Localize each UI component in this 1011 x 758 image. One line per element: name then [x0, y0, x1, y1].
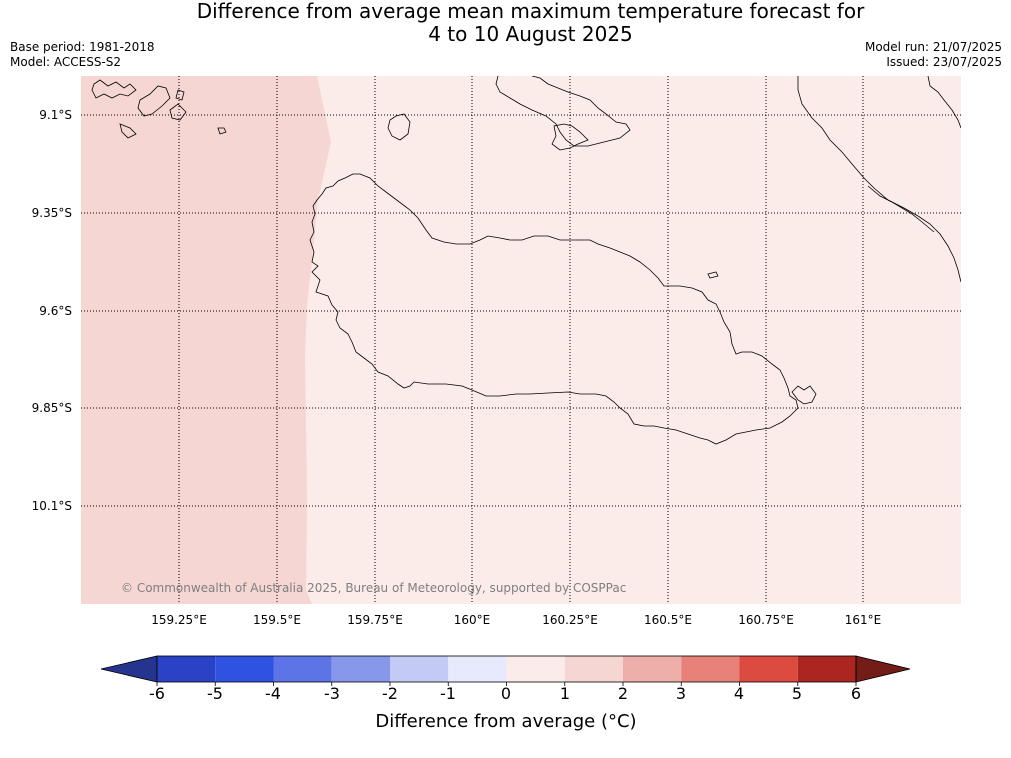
colorbar-cell — [506, 656, 565, 682]
coastline-islet — [387, 113, 411, 141]
colorbar-cell — [273, 656, 332, 682]
map-title-line1: Difference from average mean maximum tem… — [196, 0, 865, 23]
base-period-text: Base period: 1981-2018 — [10, 40, 155, 54]
latitude-labels: 9.1°S 9.35°S 9.6°S 9.85°S 10.1°S — [32, 108, 72, 513]
colorbar-label: 0 — [501, 684, 511, 703]
colorbar-cells — [100, 655, 911, 683]
colorbar-cell — [157, 656, 216, 682]
lat-label: 9.85°S — [32, 401, 72, 415]
colorbar-label: -5 — [207, 684, 223, 703]
lat-label: 10.1°S — [32, 499, 72, 513]
model-run-text: Model run: 21/07/2025 — [864, 40, 1002, 54]
colorbar-cell — [331, 656, 390, 682]
coastline-guadalcanal — [309, 173, 799, 445]
lon-label: 159.25°E — [151, 613, 207, 627]
colorbar-label: 5 — [792, 684, 802, 703]
coastline-malaita-north — [927, 76, 961, 129]
lon-label: 161°E — [845, 613, 882, 627]
map-panel: 9.1°S 9.35°S 9.6°S 9.85°S 10.1°S 159.25°… — [32, 76, 961, 627]
longitude-labels: 159.25°E 159.5°E 159.75°E 160°E 160.25°E… — [151, 613, 881, 627]
colorbar-cell — [623, 656, 682, 682]
lat-label: 9.6°S — [39, 304, 72, 318]
colorbar-cell — [390, 656, 449, 682]
coastline-malaita — [797, 76, 961, 283]
lon-label: 160.25°E — [542, 613, 598, 627]
anomaly-region-1-to-2 — [81, 76, 331, 604]
colorbar-title: Difference from average (°C) — [375, 711, 636, 732]
lon-label: 160.5°E — [644, 613, 692, 627]
colorbar-label: 1 — [560, 684, 570, 703]
colorbar-label: -4 — [265, 684, 281, 703]
model-text: Model: ACCESS-S2 — [10, 55, 122, 69]
colorbar-cell — [564, 656, 623, 682]
lon-label: 160°E — [454, 613, 491, 627]
map-title-line2: 4 to 10 August 2025 — [428, 22, 633, 46]
colorbar-cell — [681, 656, 740, 682]
colorbar: -6 -5 -4 -3 -2 -1 0 1 2 3 4 5 6 Differen… — [100, 655, 911, 732]
coastline-florida-islands-south — [551, 123, 589, 151]
colorbar-ticks — [156, 682, 857, 686]
coastline-florida-islands — [495, 76, 631, 147]
meta-left: Base period: 1981-2018 Model: ACCESS-S2 — [10, 40, 155, 70]
lon-label: 159.75°E — [347, 613, 403, 627]
coastline-islet-east — [707, 271, 719, 279]
coastline-russell-islands — [91, 79, 227, 139]
colorbar-label: -2 — [382, 684, 398, 703]
map-title: Difference from average mean maximum tem… — [0, 0, 1011, 46]
lon-label: 159.5°E — [253, 613, 301, 627]
lat-label: 9.35°S — [32, 206, 72, 220]
gridlines — [81, 76, 961, 604]
colorbar-cell — [215, 656, 274, 682]
colorbar-label: 2 — [618, 684, 628, 703]
coastline-malaita-inner — [867, 185, 935, 233]
lat-label: 9.1°S — [39, 108, 72, 122]
coastlines — [91, 76, 961, 445]
meta-right: Model run: 21/07/2025 Issued: 23/07/2025 — [865, 40, 1002, 70]
coastline-marau — [791, 385, 817, 405]
colorbar-labels: -6 -5 -4 -3 -2 -1 0 1 2 3 4 5 6 — [149, 684, 861, 703]
colorbar-label: 4 — [734, 684, 744, 703]
colorbar-label: 3 — [676, 684, 686, 703]
colorbar-extend-high — [855, 655, 911, 683]
colorbar-extend-low — [100, 655, 158, 683]
colorbar-cell — [448, 656, 507, 682]
colorbar-label: -6 — [149, 684, 165, 703]
copyright-text: © Commonwealth of Australia 2025, Bureau… — [121, 581, 626, 595]
colorbar-label: -1 — [440, 684, 456, 703]
colorbar-label: 6 — [851, 684, 861, 703]
lon-label: 160.75°E — [738, 613, 794, 627]
colorbar-cell — [739, 656, 798, 682]
colorbar-cell — [797, 656, 856, 682]
colorbar-label: -3 — [324, 684, 340, 703]
issued-text: Issued: 23/07/2025 — [886, 55, 1002, 69]
